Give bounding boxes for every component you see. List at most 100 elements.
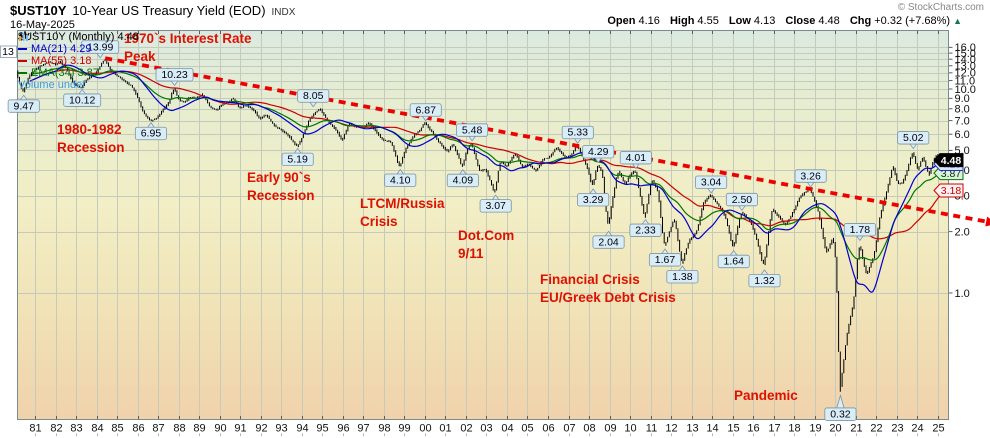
annotation: 1970`s Interest Rate Peak (124, 31, 252, 64)
data-label: 3.26 (794, 169, 827, 188)
annotation: Early 90`s Recession (247, 170, 315, 203)
x-axis-label: 02 (460, 423, 472, 435)
data-label: 5.48 (456, 123, 489, 142)
data-label: 5.19 (281, 147, 314, 167)
data-label: 6.95 (134, 122, 167, 141)
label-text: 3.07 (485, 200, 506, 212)
x-axis-label: 84 (91, 423, 103, 435)
data-label: 13.99 (81, 40, 120, 59)
x-axis-label: 06 (542, 423, 554, 435)
label-text: 2.04 (598, 236, 619, 248)
data-label: 1.32 (748, 269, 781, 288)
x-axis-label: 81 (29, 423, 41, 435)
x-axis-label: 24 (911, 423, 923, 435)
data-label: 9.47 (7, 94, 40, 113)
callout-shape (933, 183, 964, 198)
x-axis-label: 03 (480, 423, 492, 435)
label-text: 4.01 (626, 152, 647, 164)
label-text: 3.29 (583, 194, 604, 206)
legend-ma55-label: MA(55) 3.18 (31, 55, 92, 67)
x-axis-label: 09 (604, 423, 616, 435)
axis-value-callout: 3.18 (933, 183, 964, 198)
label-box (0, 45, 17, 58)
data-label: 10.23 (155, 68, 194, 87)
chart-legend: $UST10Y (Monthly) 4.48 MA(21) 4.29 MA(55… (18, 31, 139, 91)
x-axis-label: 86 (132, 423, 144, 435)
data-label: 10.12 (63, 88, 102, 107)
y-axis-label: 15.0 (955, 48, 976, 60)
low-value: 4.13 (753, 15, 776, 27)
chart-header: $UST10Y 10-Year US Treasury Yield (EOD) IN… (10, 2, 295, 20)
data-label: 1.64 (717, 249, 750, 269)
label-box (629, 223, 662, 237)
x-axis-label: 05 (521, 423, 533, 435)
label-text: 1.32 (754, 275, 775, 287)
data-label: 8.05 (297, 89, 330, 108)
data-label: 0.32 (824, 394, 857, 421)
label-box (81, 40, 120, 54)
callout-shape (933, 153, 964, 168)
legend-ema34-label: EMA(34) 3.87 (31, 67, 99, 79)
low-label: Low (728, 15, 751, 27)
label-box (456, 123, 489, 137)
label-text: 1.64 (723, 256, 744, 268)
chg-value: +0.32 (+7.68%) (874, 15, 951, 27)
open-label: Open (607, 15, 636, 27)
label-text: 3.26 (800, 170, 821, 182)
x-axis-label: 95 (316, 423, 328, 435)
label-box (824, 407, 857, 421)
data-label: 2.33 (629, 218, 662, 237)
annotation-text: Pandemic (734, 388, 798, 403)
annotation-text: 1970`s Interest Rate (124, 31, 252, 46)
x-axis-label: 07 (563, 423, 575, 435)
label-text: 5.02 (903, 132, 924, 144)
legend-ma21-label: MA(21) 4.29 (31, 43, 92, 55)
data-label: 3.29 (577, 188, 610, 207)
label-box (748, 274, 781, 288)
ma55-line (32, 69, 946, 240)
x-axis-label: 13 (686, 423, 698, 435)
x-axis-label: 12 (665, 423, 677, 435)
label-box (717, 254, 750, 269)
x-axis-label: 88 (173, 423, 185, 435)
data-label: 5.02 (897, 131, 930, 150)
quote-bar: Open 4.16 High 4.55 Low 4.13 Close 4.48 Chg +… (600, 15, 962, 27)
annotation-text: EU/Greek Debt Crisis (540, 290, 676, 305)
x-axis-label: 10 (624, 423, 636, 435)
chg-label: Chg (849, 15, 872, 27)
exchange-label: INDX (271, 7, 296, 18)
label-text: 5.33 (568, 127, 589, 139)
label-text: 4.09 (453, 175, 474, 187)
data-label: 1.38 (666, 265, 699, 284)
data-label: 1.78 (843, 223, 876, 242)
legend-item-ma55: MA(55) 3.18 (18, 55, 139, 67)
legend-item-ma21: MA(21) 4.29 (18, 43, 139, 55)
legend-series-label: $UST10Y (Monthly) 4.48 (18, 31, 139, 43)
legend-item-ema34: EMA(34) 3.87 (18, 67, 139, 79)
label-text: 5.48 (462, 124, 483, 136)
annotation: Dot.Com 9/11 (458, 228, 514, 261)
x-axis-label: 85 (111, 423, 123, 435)
data-label: 4.10 (384, 168, 417, 187)
y-axis-label: 6.0 (955, 129, 970, 141)
label-box (155, 68, 194, 82)
label-box (134, 126, 167, 141)
x-axis-label: 91 (234, 423, 246, 435)
callout-text: 3.18 (941, 185, 962, 197)
label-box (695, 175, 728, 189)
x-axis-label: 22 (870, 423, 882, 435)
label-text: 13 (2, 46, 14, 58)
x-axis-label: 01 (439, 423, 451, 435)
label-box (384, 173, 417, 187)
y-axis-label: 16.0 (955, 42, 976, 54)
label-text: 6.95 (141, 128, 162, 140)
y-axis-label: 11.0 (955, 75, 976, 87)
label-box (725, 192, 758, 207)
price-bars (17, 59, 946, 392)
annotation: Financial Crisis EU/Greek Debt Crisis (540, 272, 676, 305)
label-text: 10.12 (69, 94, 95, 106)
label-box (297, 89, 330, 103)
annotation: Pandemic (734, 388, 798, 403)
label-box (409, 103, 442, 117)
legend-series-row: $UST10Y (Monthly) 4.48 (18, 31, 139, 43)
